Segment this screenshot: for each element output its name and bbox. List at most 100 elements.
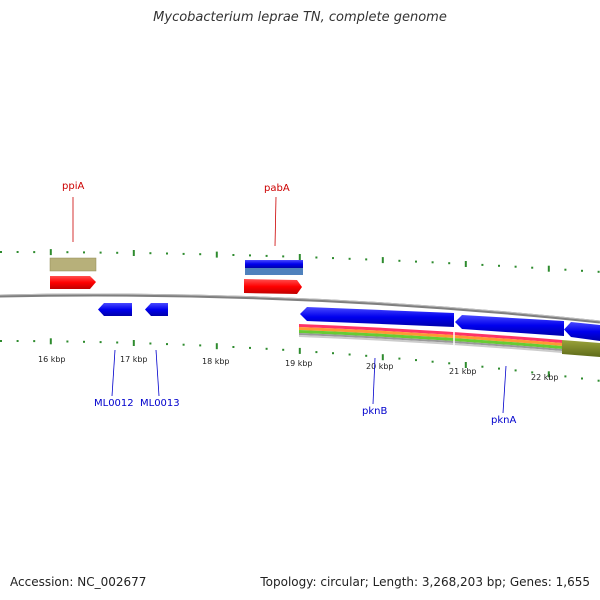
tick-track-top <box>0 249 600 273</box>
gene-arrow-pknA[interactable] <box>455 315 564 336</box>
bottom-tick <box>83 340 85 343</box>
bottom-tick <box>282 348 285 351</box>
gene-arrow-ppiA[interactable] <box>50 276 96 289</box>
gene-label-ML0012[interactable]: ML0012 <box>94 398 134 409</box>
top-tick <box>581 269 583 272</box>
gene-label-group-pknA[interactable]: pknA <box>491 365 516 426</box>
bottom-tick <box>149 342 152 345</box>
bottom-tick <box>199 344 202 347</box>
scale-label-19kbp: 19 kbp <box>285 359 313 368</box>
bottom-tick <box>514 369 517 372</box>
bottom-tick <box>498 367 500 370</box>
top-tick <box>0 251 2 253</box>
top-tick <box>464 261 467 267</box>
cds-bar-pabA[interactable] <box>245 260 303 268</box>
gene-arrow-ML0013[interactable] <box>145 303 168 316</box>
bottom-tick <box>332 352 334 355</box>
gene-label-pabA[interactable]: pabA <box>264 183 290 194</box>
top-tick <box>249 254 251 257</box>
scale-label-16kbp: 16 kbp <box>38 355 66 364</box>
bottom-tick <box>232 346 235 348</box>
bottom-tick <box>481 365 484 368</box>
bottom-tick <box>415 359 417 362</box>
gene-label-group-ML0013[interactable]: ML0013 <box>140 349 180 409</box>
top-tick <box>431 261 434 264</box>
bottom-tick <box>298 347 301 354</box>
bottom-tick <box>365 354 368 357</box>
top-tick <box>381 257 384 264</box>
gene-label-group-pknB[interactable]: pknB <box>362 357 387 417</box>
bottom-tick <box>265 347 268 350</box>
bottom-tick <box>597 379 600 382</box>
top-tick <box>514 265 517 268</box>
top-tick <box>398 259 401 262</box>
bottom-tick <box>116 341 119 344</box>
top-tick <box>199 253 202 256</box>
bottom-tick <box>547 371 550 378</box>
bottom-tick <box>581 377 583 380</box>
top-tick <box>16 251 19 253</box>
gene-label-group-ppiA[interactable]: ppiA <box>62 181 84 242</box>
gene-label-pknA[interactable]: pknA <box>491 415 516 426</box>
top-tick <box>415 260 417 263</box>
genome-backbone <box>0 293 600 324</box>
gene-label-pknB[interactable]: pknB <box>362 406 387 417</box>
tick-track-bottom <box>0 338 600 382</box>
scale-labels: 16 kbp 17 kbp 18 kbp 19 kbp 20 kbp 21 kb… <box>38 355 559 382</box>
bottom-tick <box>249 346 251 349</box>
bottom-tick <box>215 343 218 350</box>
cds-bar-pabA-secondary[interactable] <box>245 268 303 275</box>
bottom-tick <box>99 341 102 344</box>
bottom-tick <box>564 375 567 378</box>
top-tick <box>232 254 235 256</box>
bottom-tick <box>33 340 36 343</box>
top-tick <box>498 264 500 267</box>
gene-arrow-pabA[interactable] <box>244 279 302 294</box>
bottom-tick <box>348 353 351 356</box>
misc-feature-ppiA[interactable] <box>49 257 97 272</box>
scale-label-18kbp: 18 kbp <box>202 357 230 366</box>
gene-arrow-pknB[interactable] <box>300 307 454 327</box>
bottom-tick <box>182 343 185 346</box>
accession-text: Accession: NC_002677 <box>10 575 147 589</box>
top-tick <box>481 263 484 266</box>
gene-arrow-ML0012[interactable] <box>98 303 132 316</box>
map-title: Mycobacterium leprae TN, complete genome <box>153 10 447 25</box>
scale-label-20kbp: 20 kbp <box>366 362 394 371</box>
top-tick <box>215 251 218 258</box>
bottom-tick <box>66 340 69 343</box>
top-tick <box>348 257 351 260</box>
genome-summary-text: Topology: circular; Length: 3,268,203 bp… <box>260 575 590 589</box>
bottom-tick <box>531 371 534 374</box>
top-tick <box>282 255 285 258</box>
top-tick <box>66 251 69 254</box>
bottom-tick <box>49 338 52 345</box>
gene-label-ppiA[interactable]: ppiA <box>62 181 84 192</box>
bottom-tick <box>166 343 168 346</box>
bottom-tick <box>398 357 401 360</box>
bottom-tick <box>464 362 467 368</box>
bottom-tick <box>381 354 384 361</box>
gene-label-group-ML0012[interactable]: ML0012 <box>94 349 134 409</box>
bottom-tick <box>16 340 19 342</box>
bottom-tick <box>132 340 135 346</box>
top-tick <box>448 262 451 265</box>
scale-label-17kbp: 17 kbp <box>120 355 148 364</box>
top-tick <box>83 251 85 254</box>
gene-label-ML0013[interactable]: ML0013 <box>140 398 180 409</box>
top-tick <box>166 252 168 255</box>
gene-label-group-pabA[interactable]: pabA <box>264 183 290 247</box>
top-tick <box>332 257 334 260</box>
top-tick <box>132 250 135 256</box>
top-tick <box>33 251 36 254</box>
top-tick <box>365 258 368 261</box>
top-tick <box>265 254 268 257</box>
top-tick <box>182 252 185 255</box>
bottom-tick <box>431 360 434 363</box>
misc-feature-olive[interactable] <box>562 340 600 357</box>
bottom-tick <box>315 351 318 354</box>
top-tick <box>564 268 567 271</box>
gene-arrow-next[interactable] <box>564 322 600 341</box>
scale-label-22kbp: 22 kbp <box>531 373 559 382</box>
